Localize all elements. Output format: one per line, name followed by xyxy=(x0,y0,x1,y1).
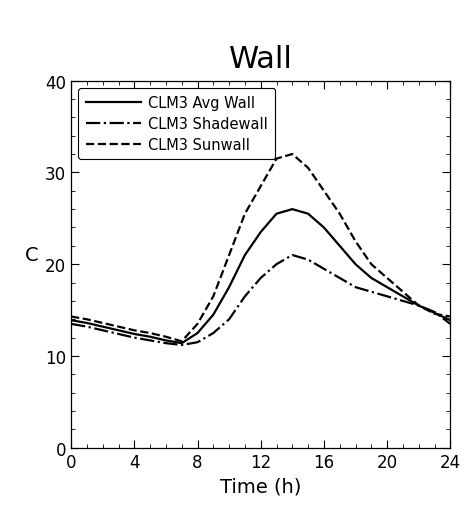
CLM3 Sunwall xyxy=(116,324,121,330)
CLM3 Sunwall xyxy=(179,338,184,345)
CLM3 Shadewall xyxy=(432,309,438,316)
CLM3 Sunwall xyxy=(84,317,90,323)
CLM3 Sunwall xyxy=(432,311,438,317)
CLM3 Avg Wall xyxy=(432,310,438,316)
CLM3 Avg Wall xyxy=(337,243,343,249)
X-axis label: Time (h): Time (h) xyxy=(220,476,301,495)
CLM3 Sunwall xyxy=(305,165,311,172)
CLM3 Shadewall xyxy=(68,321,74,327)
CLM3 Avg Wall xyxy=(447,318,453,324)
CLM3 Sunwall xyxy=(195,321,201,327)
CLM3 Shadewall xyxy=(400,298,406,304)
CLM3 Sunwall xyxy=(321,188,327,194)
CLM3 Avg Wall xyxy=(290,207,295,213)
CLM3 Avg Wall xyxy=(273,211,279,217)
CLM3 Shadewall xyxy=(242,294,248,300)
CLM3 Sunwall xyxy=(242,211,248,217)
CLM3 Avg Wall xyxy=(100,324,106,330)
CLM3 Shadewall xyxy=(100,328,106,334)
CLM3 Sunwall xyxy=(131,328,137,334)
CLM3 Shadewall xyxy=(353,285,358,291)
CLM3 Avg Wall xyxy=(179,341,184,347)
CLM3 Shadewall xyxy=(273,262,279,268)
CLM3 Avg Wall xyxy=(368,275,374,281)
CLM3 Avg Wall xyxy=(195,330,201,336)
CLM3 Avg Wall xyxy=(116,328,121,334)
CLM3 Sunwall xyxy=(226,252,232,259)
CLM3 Avg Wall xyxy=(258,230,264,236)
CLM3 Avg Wall xyxy=(147,334,153,340)
CLM3 Shadewall xyxy=(163,341,169,347)
CLM3 Sunwall xyxy=(163,334,169,340)
CLM3 Shadewall xyxy=(179,342,184,348)
CLM3 Shadewall xyxy=(368,289,374,295)
CLM3 Shadewall xyxy=(226,317,232,323)
CLM3 Shadewall xyxy=(290,252,295,259)
CLM3 Avg Wall xyxy=(84,320,90,326)
CLM3 Sunwall xyxy=(384,275,390,281)
CLM3 Sunwall xyxy=(210,294,216,300)
CLM3 Shadewall xyxy=(258,275,264,281)
CLM3 Avg Wall xyxy=(384,285,390,291)
CLM3 Avg Wall xyxy=(321,225,327,231)
Title: Wall: Wall xyxy=(229,45,292,74)
Y-axis label: C: C xyxy=(25,246,38,265)
CLM3 Avg Wall xyxy=(353,262,358,268)
CLM3 Sunwall xyxy=(290,152,295,158)
Legend: CLM3 Avg Wall, CLM3 Shadewall, CLM3 Sunwall: CLM3 Avg Wall, CLM3 Shadewall, CLM3 Sunw… xyxy=(78,89,275,160)
CLM3 Avg Wall xyxy=(416,303,421,309)
CLM3 Avg Wall xyxy=(400,294,406,300)
CLM3 Avg Wall xyxy=(68,318,74,324)
CLM3 Sunwall xyxy=(447,314,453,320)
CLM3 Avg Wall xyxy=(131,331,137,337)
CLM3 Shadewall xyxy=(147,337,153,344)
CLM3 Avg Wall xyxy=(210,312,216,318)
CLM3 Shadewall xyxy=(116,331,121,337)
Line: CLM3 Shadewall: CLM3 Shadewall xyxy=(71,256,450,345)
CLM3 Sunwall xyxy=(400,289,406,295)
CLM3 Avg Wall xyxy=(163,337,169,344)
CLM3 Shadewall xyxy=(337,275,343,281)
CLM3 Sunwall xyxy=(258,184,264,190)
Line: CLM3 Avg Wall: CLM3 Avg Wall xyxy=(71,210,450,344)
CLM3 Sunwall xyxy=(337,211,343,217)
CLM3 Avg Wall xyxy=(226,285,232,291)
CLM3 Shadewall xyxy=(447,321,453,327)
CLM3 Shadewall xyxy=(84,324,90,330)
CLM3 Sunwall xyxy=(68,314,74,320)
CLM3 Shadewall xyxy=(384,294,390,300)
CLM3 Sunwall xyxy=(273,156,279,162)
CLM3 Shadewall xyxy=(195,340,201,346)
CLM3 Shadewall xyxy=(416,303,421,309)
CLM3 Sunwall xyxy=(147,330,153,336)
CLM3 Avg Wall xyxy=(242,252,248,259)
Line: CLM3 Sunwall: CLM3 Sunwall xyxy=(71,155,450,342)
CLM3 Sunwall xyxy=(353,239,358,245)
CLM3 Shadewall xyxy=(210,330,216,336)
CLM3 Shadewall xyxy=(131,335,137,341)
CLM3 Sunwall xyxy=(368,262,374,268)
CLM3 Shadewall xyxy=(321,266,327,272)
CLM3 Sunwall xyxy=(416,303,421,309)
CLM3 Avg Wall xyxy=(305,211,311,217)
CLM3 Sunwall xyxy=(100,320,106,326)
CLM3 Shadewall xyxy=(305,257,311,263)
